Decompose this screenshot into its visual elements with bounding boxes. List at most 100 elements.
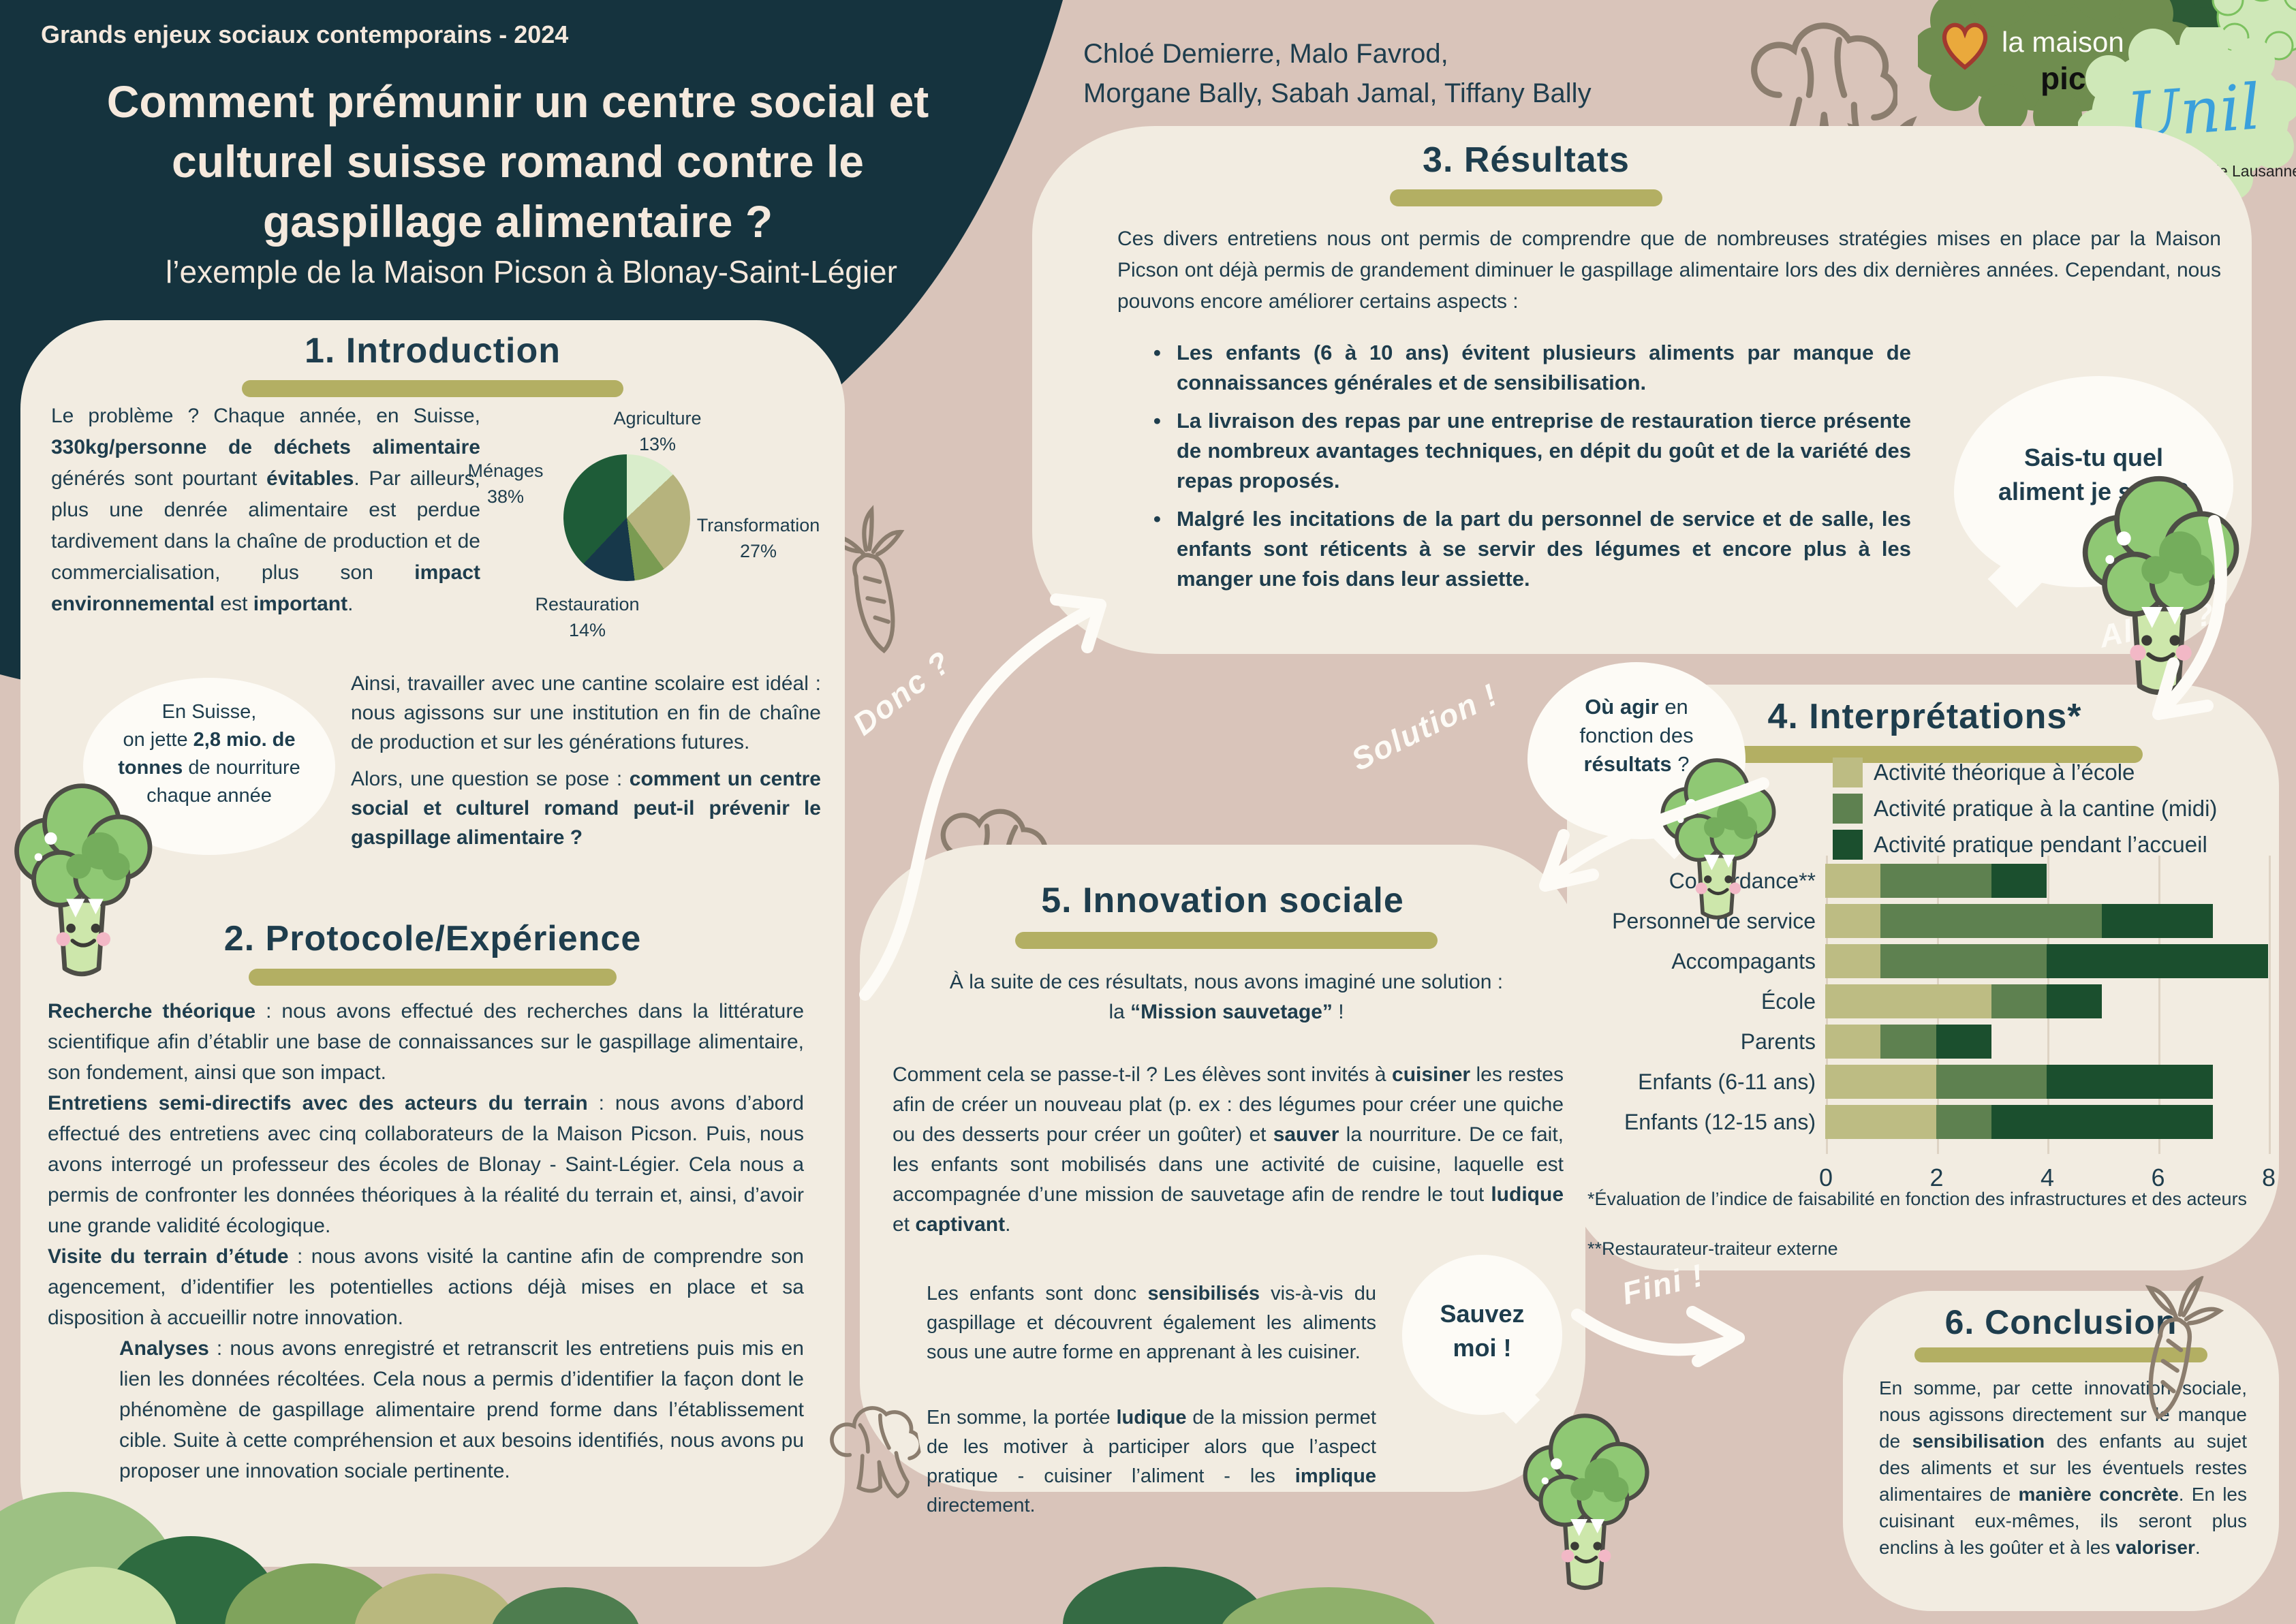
- bar-segment: [1880, 864, 1991, 898]
- bar-category-label: Parents: [1740, 1029, 1816, 1054]
- protocole-paragraph-2: Entretiens semi-directifs avec des acteu…: [48, 1092, 804, 1237]
- legend-label: Activité pratique pendant l’accueil: [1874, 832, 2207, 857]
- bar-segment: [1936, 1065, 2047, 1099]
- gridline: [2158, 856, 2160, 1154]
- bar-track: [1825, 1105, 2213, 1139]
- bush-decoration: [354, 1574, 518, 1624]
- arrow-fini-icon: [1571, 1309, 1745, 1356]
- bar-segment: [2047, 984, 2103, 1018]
- kawaii-broccoli-illustration: [3, 777, 160, 981]
- bar-segment: [1825, 944, 1881, 978]
- bar-segment: [1825, 984, 1991, 1018]
- bar-track: [1825, 1065, 2213, 1099]
- bar-segment: [1825, 1025, 1881, 1059]
- bush-decoration: [491, 1587, 640, 1624]
- bar-segment: [1936, 1025, 1991, 1059]
- protocole-paragraph-3: Visite du terrain d’étude : nous avons v…: [48, 1245, 804, 1329]
- pie-label-restauration: Restauration 14%: [535, 594, 640, 640]
- bar-track: [1825, 904, 2213, 938]
- chart-footnote-2: **Restaurateur-traiteur externe: [1587, 1238, 1838, 1259]
- intro-paragraph-2: Ainsi, travailler avec une cantine scola…: [351, 672, 821, 753]
- section-title-conclusion: 6. Conclusion: [1944, 1303, 2177, 1341]
- innovation-paragraph-3: Les enfants sont donc sensibilisés vis-à…: [927, 1283, 1377, 1363]
- legend-item: Activité théorique à l’école: [1833, 758, 2217, 787]
- resultats-bullet-list: Les enfants (6 à 10 ans) évitent plusieu…: [1148, 338, 1911, 602]
- underline-protocole: [249, 969, 617, 986]
- speech-bubble-sais-tu: Sais-tu quel aliment je suis ?: [1954, 376, 2233, 587]
- kawaii-broccoli-illustration: [1652, 743, 1782, 933]
- x-axis-tick: 0: [1818, 1164, 1833, 1191]
- bar-segment: [1991, 984, 2047, 1018]
- unil-corner-cloud: [2212, 0, 2296, 61]
- section-title-interpretations: 4. Interprétations*: [1767, 697, 2082, 736]
- x-axis-tick: 2: [1929, 1164, 1944, 1191]
- annotation-fini: Fini !: [1618, 1257, 1708, 1311]
- card-conclusion: [1843, 1291, 2279, 1611]
- bar-track: [1825, 984, 2103, 1018]
- bar-track: [1825, 1025, 1991, 1059]
- bar-track: [1825, 864, 2047, 898]
- bar-segment: [2047, 1065, 2213, 1099]
- bullet-item: Les enfants (6 à 10 ans) évitent plusieu…: [1148, 338, 1911, 398]
- bar-segment: [1880, 944, 2047, 978]
- bar-segment: [1936, 1105, 1991, 1139]
- x-axis-tick: 8: [2261, 1164, 2276, 1191]
- legend-swatch: [1833, 758, 1863, 787]
- bar-category-label: Enfants (6-11 ans): [1638, 1069, 1816, 1094]
- conclusion-paragraph: En somme, par cette innovation sociale, …: [1879, 1377, 2248, 1558]
- bullet-item: La livraison des repas par une entrepris…: [1148, 406, 1911, 496]
- protocole-text-block: Recherche théorique : nous avons effectu…: [48, 996, 804, 1486]
- bar-segment: [2047, 944, 2268, 978]
- bar-category-label: École: [1760, 988, 1816, 1014]
- underline-interpretations: [1707, 746, 2143, 763]
- bar-row: Enfants (6-11 ans): [1581, 1065, 2268, 1099]
- bar-category-label: Enfants (12-15 ans): [1624, 1109, 1816, 1134]
- speech-bubble-sauvez-moi: Sauvez moi !: [1402, 1255, 1562, 1415]
- pie-label-menages: Ménages 38%: [467, 460, 544, 507]
- protocole-paragraph-analyses: Analyses : nous avons enregistré et retr…: [119, 1337, 804, 1482]
- innovation-paragraph-2: Comment cela se passe-t-il ? Les élèves …: [893, 1063, 1564, 1236]
- bar-segment: [1825, 1105, 1936, 1139]
- section-title-resultats: 3. Résultats: [1423, 140, 1630, 180]
- bullet-item: Malgré les incitations de la part du per…: [1148, 504, 1911, 594]
- pie-label-agriculture: Agriculture 13%: [613, 408, 702, 454]
- page-title: Comment prémunir un centre social et cul…: [106, 76, 929, 247]
- innovation-paragraph-1: À la suite de ces résultats, nous avons …: [949, 971, 1504, 1023]
- bar-segment: [1825, 904, 1881, 938]
- bar-row: Accompagants: [1581, 944, 2268, 978]
- pie-label-transformation: Transformation 27%: [696, 515, 820, 561]
- intro-paragraph-1: Le problème ? Chaque année, en Suisse, 3…: [51, 405, 480, 615]
- card-introduction: [20, 320, 845, 1567]
- intro-pie-chart: [563, 454, 690, 581]
- bar-segment: [1991, 864, 2047, 898]
- legend-label: Activité théorique à l’école: [1874, 760, 2135, 785]
- bar-segment: [1880, 1025, 1936, 1059]
- picson-heart-icon: [1942, 22, 1987, 70]
- kawaii-broccoli-illustration: [1514, 1388, 1656, 1613]
- legend-swatch: [1833, 794, 1863, 824]
- underline-introduction: [242, 380, 623, 397]
- intro-paragraph-3: Alors, une question se pose : comment un…: [351, 768, 821, 849]
- bar-row: Parents: [1581, 1025, 2268, 1059]
- bar-row: Enfants (12-15 ans): [1581, 1105, 2268, 1139]
- section-title-introduction: 1. Introduction: [304, 331, 561, 371]
- underline-resultats: [1390, 189, 1662, 206]
- underline-conclusion: [1914, 1347, 2207, 1362]
- legend-item: Activité pratique à la cantine (midi): [1833, 794, 2217, 824]
- bar-segment: [1825, 1065, 1936, 1099]
- x-axis-tick: 6: [2151, 1164, 2165, 1191]
- bush-decoration: [1220, 1587, 1438, 1624]
- bar-category-label: Accompagants: [1671, 948, 1816, 973]
- picson-logo-text-top: la maison: [2002, 26, 2124, 58]
- section-title-innovation: 5. Innovation sociale: [1041, 881, 1404, 920]
- legend-item: Activité pratique pendant l’accueil: [1833, 830, 2217, 860]
- bar-segment: [1880, 904, 2103, 938]
- page-subtitle: l’exemple de la Maison Picson à Blonay-S…: [166, 254, 897, 290]
- legend-label: Activité pratique à la cantine (midi): [1874, 796, 2218, 821]
- authors: Chloé Demierre, Malo Favrod, Morgane Bal…: [1083, 39, 1592, 108]
- protocole-paragraph-1: Recherche théorique : nous avons effectu…: [48, 1000, 805, 1084]
- bar-segment: [2102, 904, 2213, 938]
- annotation-solution: Solution !: [1346, 676, 1504, 778]
- course-label: Grands enjeux sociaux contemporains - 20…: [41, 20, 569, 48]
- bar-segment: [1825, 864, 1881, 898]
